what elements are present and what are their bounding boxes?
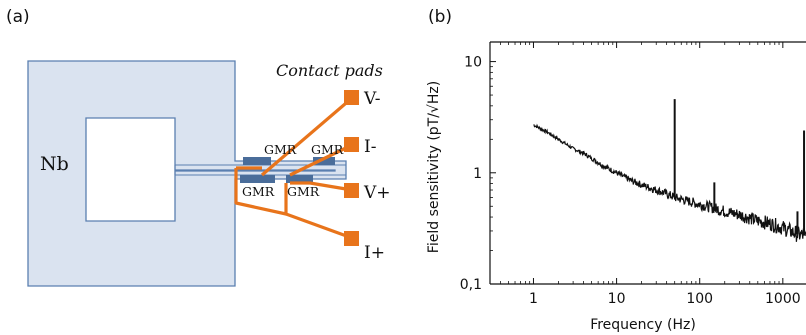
chart-frame — [489, 41, 806, 285]
gmr-label-top-left: GMR — [264, 142, 297, 157]
panel-a: (a) Nb Contact pads V- I- V+ — [6, 7, 391, 287]
gmr-label-bottom-right: GMR — [287, 184, 320, 199]
pad-v-plus — [344, 183, 359, 198]
pad-label-i-plus: I+ — [364, 243, 385, 263]
wire-i-minus — [289, 143, 353, 177]
chart-ticks: 1 10 100 1000 0,1 1 10 — [460, 42, 801, 307]
pad-i-minus — [344, 137, 359, 152]
chart-series — [533, 99, 806, 242]
x-tick-label: 1 — [529, 291, 538, 307]
y-axis-label: Field sensitivity (pT/√Hz) — [426, 81, 442, 253]
pad-label-v-plus: V+ — [363, 183, 391, 203]
gmr-label-bottom-left: GMR — [242, 184, 275, 199]
nb-label: Nb — [40, 153, 69, 175]
x-axis-label: Frequency (Hz) — [590, 317, 696, 333]
wire-v-minus — [260, 96, 354, 177]
wire-v-plus — [290, 181, 353, 192]
y-tick-label: 1 — [473, 166, 482, 182]
gmr-sensor-top-right — [313, 157, 335, 165]
gmr-label-top-right: GMR — [311, 142, 344, 157]
gmr-sensor-bottom-right — [286, 175, 313, 183]
wiring — [234, 96, 354, 240]
y-tick-label: 10 — [464, 55, 482, 71]
pad-label-v-minus: V- — [363, 89, 380, 109]
nb-structure — [27, 60, 347, 287]
noise-spectrum-line — [533, 123, 806, 242]
pad-label-i-minus: I- — [364, 137, 376, 157]
x-tick-label: 10 — [608, 291, 626, 307]
x-tick-label: 1000 — [765, 291, 801, 307]
contact-pads-label: Contact pads — [276, 61, 383, 80]
panel-b-label: (b) — [428, 7, 452, 27]
panel-b: (b) 1 10 100 1000 0,1 1 10 Frequency (Hz) Fiel… — [426, 7, 806, 333]
gmr-sensor-bottom-left — [240, 175, 275, 183]
panel-a-label: (a) — [6, 7, 30, 27]
y-tick-label: 0,1 — [460, 277, 482, 293]
pad-i-plus — [344, 231, 359, 246]
gmr-sensor-top-left — [243, 157, 271, 165]
wire-i-plus — [285, 212, 353, 240]
x-tick-label: 100 — [686, 291, 713, 307]
pad-v-minus — [344, 90, 359, 105]
wire-loop — [234, 168, 288, 216]
